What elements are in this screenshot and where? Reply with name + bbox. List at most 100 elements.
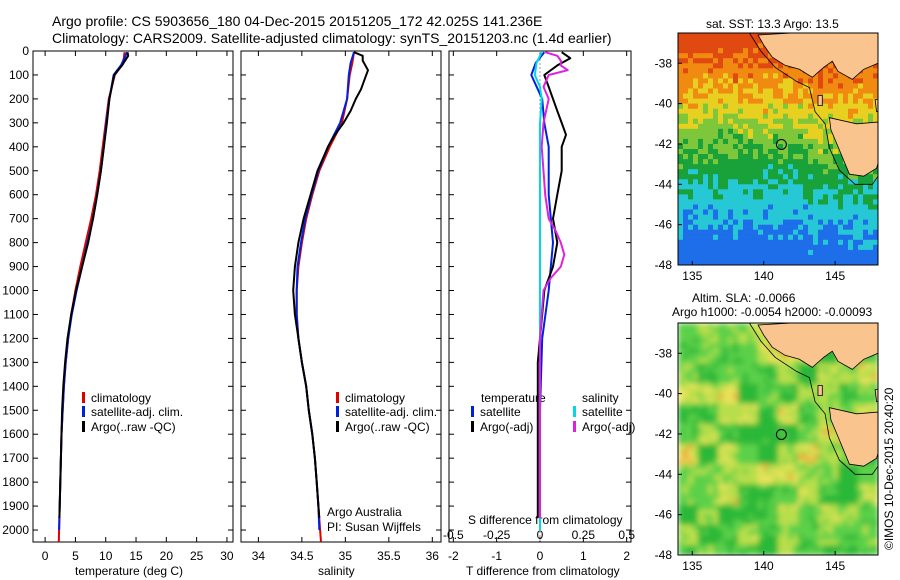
map-cell [768,544,774,551]
map-cell [678,219,684,226]
map-cell [678,439,684,445]
map-cell [688,348,694,354]
map-cell [793,184,799,190]
map-cell [778,174,784,180]
map-cell [773,353,779,359]
map-cell [728,393,734,400]
map-cell [778,189,784,195]
map-cell [873,174,878,180]
map-cell [753,239,759,246]
map-cell [718,229,724,236]
map-cell [708,194,714,200]
map-cell [738,133,744,140]
map-cell [683,504,689,511]
map-cell [863,68,869,74]
map-cell [693,428,699,435]
map-cell [758,83,764,89]
map-cell [698,179,704,185]
map-cell [693,164,699,170]
map-cell [783,388,789,395]
map-cell [773,454,779,460]
map-cell [698,363,704,369]
map-cell [698,128,704,135]
map-cell [738,408,744,415]
map-cell [693,323,699,329]
map-cell [738,449,744,455]
map-cell [708,464,714,470]
map-cell [838,229,844,236]
map-cell [768,234,774,241]
map-cell [803,388,809,395]
map-cell [873,509,878,516]
map-cell [788,219,794,226]
map-cell [728,343,734,349]
map-cell [768,214,774,221]
map-cell [793,423,799,430]
map-cell [798,194,804,200]
map-cell [873,254,878,261]
map-cell [783,393,789,400]
map-cell [783,423,789,430]
map-cell [753,154,759,160]
y-tick-label: 1200 [2,331,29,345]
map-cell [698,133,704,140]
map-cell [858,408,864,415]
map-cell [703,214,709,221]
map-cell [693,524,699,531]
map-cell [723,348,729,354]
map-cell [693,418,699,425]
map-cell [843,204,849,211]
map-cell [848,378,854,385]
map-cell [693,254,699,261]
map-cell [773,373,779,379]
map-cell [698,368,704,374]
map-cell [683,33,689,39]
map-cell [738,519,744,526]
map-cell [723,199,729,205]
map-cell [718,383,724,390]
map-cell [813,499,819,506]
map-cell [733,353,739,359]
map-cell [683,519,689,526]
map-cell [838,378,844,385]
map-cell [728,373,734,379]
map-cell [688,113,694,120]
map-cell [688,244,694,251]
map-cell [868,499,874,506]
map-cell [753,98,759,105]
map-cell [813,108,819,115]
map-cell [858,254,864,261]
map-cell [773,58,779,64]
map-cell [748,479,754,485]
map-cell [808,113,814,120]
map-cell [743,103,749,110]
map-cell [743,128,749,135]
map-cell [813,378,819,385]
map-cell [818,403,824,410]
map-cell [728,73,734,79]
map-cell [833,149,839,155]
map-cell [773,113,779,120]
map-cell [703,444,709,450]
map-cell [833,444,839,450]
map-cell [708,489,714,495]
map-cell [723,454,729,460]
x-tick-label: 30 [220,549,234,563]
map-cell [693,413,699,420]
map-cell [773,194,779,200]
map-cell [708,519,714,526]
map-cell [753,529,759,536]
map-cell [818,219,824,226]
map-cell [783,514,789,521]
sst-map [678,33,878,265]
map-cell [813,209,819,216]
map-cell [713,343,719,349]
map-cell [763,484,769,490]
map-cell [688,403,694,410]
map-cell [723,383,729,390]
map-cell [713,93,719,100]
map-cell [693,464,699,470]
map-cell [768,93,774,100]
map-cell [853,260,859,265]
map-cell [873,93,878,100]
